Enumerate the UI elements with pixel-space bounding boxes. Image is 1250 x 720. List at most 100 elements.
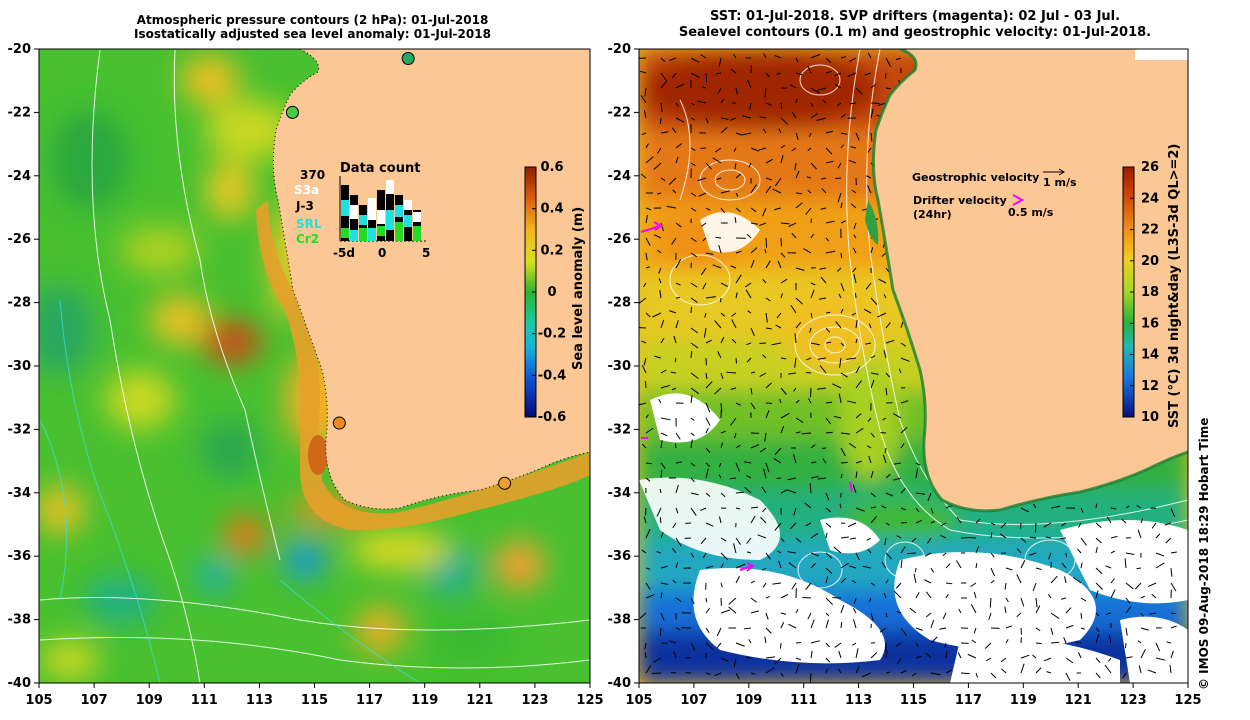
right-lon-tick: 119: [1010, 693, 1037, 708]
data-count-xtick-0: 0: [378, 246, 386, 260]
tide-gauge-marker: [401, 52, 415, 66]
left-lon-tick: 109: [136, 693, 163, 708]
right-lon-tick: 113: [845, 693, 872, 708]
left-coast-dots: [272, 49, 590, 510]
left-lon-tick: 117: [356, 693, 383, 708]
right-lon-tick: 121: [1065, 693, 1092, 708]
left-lon-axis: 105 107 109 111 113 115 117 119 121 123 125: [25, 683, 604, 708]
sla-colorbar-label: Sea level anomaly (m): [571, 207, 586, 370]
right-lat-tick: -30: [608, 359, 632, 374]
left-lat-tick: -32: [8, 422, 32, 437]
left-lat-tick: -38: [8, 613, 32, 628]
left-leeuwin-peak: [308, 435, 328, 475]
left-lon-tick: 123: [521, 693, 548, 708]
right-lat-tick: -40: [608, 676, 632, 691]
sla-colorbar-tick: 0.4: [540, 202, 563, 217]
sla-colorbar-tick: 0: [547, 285, 556, 300]
right-land: [873, 49, 1188, 511]
left-lat-tick: -22: [8, 105, 32, 120]
left-lon-tick: 115: [301, 693, 328, 708]
data-count-title: Data count: [340, 161, 420, 176]
sst-colorbar-tick: 22: [1141, 223, 1159, 238]
left-title: Atmospheric pressure contours (2 hPa): 0…: [40, 13, 585, 41]
data-count-xtick-neg5: -5d: [333, 246, 355, 260]
drifter-legend-label: Drifter velocity: [913, 194, 1007, 207]
tide-gauge-marker: [332, 416, 346, 430]
drifter-legend-period: (24hr): [913, 208, 952, 221]
geostrophic-vectors: [639, 52, 1177, 683]
right-coast-line: [871, 49, 1188, 513]
drifter-legend-arrow: [1012, 194, 1025, 206]
right-lat-tick: -28: [608, 296, 632, 311]
sst-colorbar-tick: 10: [1141, 410, 1159, 425]
drifter-arrow: [640, 221, 663, 233]
left-lon-tick: 119: [411, 693, 438, 708]
left-lat-tick: -30: [8, 359, 32, 374]
left-title-line1: Atmospheric pressure contours (2 hPa): 0…: [136, 13, 489, 27]
imos-credit: © IMOS 09-Aug-2018 18:29 Hobart Time: [1197, 418, 1211, 690]
right-lat-tick: -20: [608, 42, 632, 57]
left-lon-tick: 125: [576, 693, 603, 708]
data-count-legend-370: 370: [300, 168, 325, 182]
sst-colorbar-tick: 12: [1141, 379, 1159, 394]
left-lat-axis: -20 -22 -24 -26 -28 -30 -32 -34 -36 -38 -40: [8, 42, 39, 691]
data-count-legend-cr2: Cr2: [296, 232, 319, 246]
sst-colorbar-tick: 18: [1141, 285, 1159, 300]
right-land: [1135, 49, 1188, 60]
tide-gauge-marker: [285, 105, 299, 119]
velocity-legend: Geostrophic velocity 1 m/s Drifter veloc…: [912, 168, 1077, 221]
right-lat-tick: -24: [608, 169, 632, 184]
right-lon-tick: 123: [1120, 693, 1147, 708]
data-count-inset: Data count 370 S3a J-3 SRL Cr2 -5d 0 5: [294, 161, 430, 260]
left-lon-tick: 121: [466, 693, 493, 708]
data-count-legend-s3a: S3a: [294, 183, 319, 197]
right-lon-tick: 111: [790, 693, 817, 708]
tide-gauge-markers: [285, 52, 512, 490]
right-lat-tick: -34: [608, 486, 632, 501]
left-map: [39, 49, 590, 683]
data-count-legend-srl: SRL: [296, 217, 322, 231]
data-count-xtick-5: 5: [422, 246, 430, 260]
sst-colorbar-tick: 24: [1141, 191, 1159, 206]
right-map: [639, 49, 1188, 683]
right-lon-tick: 107: [680, 693, 707, 708]
right-lat-tick: -32: [608, 422, 632, 437]
shark-bay-coast: [865, 200, 879, 245]
tide-gauge-marker: [498, 476, 512, 490]
drifter-legend-scale: 0.5 m/s: [1008, 206, 1054, 219]
sst-colorbar-tick: 14: [1141, 348, 1159, 363]
left-title-line2: Isostatically adjusted sea level anomaly…: [134, 27, 491, 41]
geostrophic-legend-scale: 1 m/s: [1043, 176, 1077, 189]
data-count-bars: [341, 180, 421, 241]
left-lat-tick: -28: [8, 296, 32, 311]
left-lon-tick: 111: [191, 693, 218, 708]
left-lat-tick: -34: [8, 486, 32, 501]
geostrophic-legend-label: Geostrophic velocity: [912, 171, 1039, 184]
sst-colorbar: 26 24 22 20 18 16 14 12 10 SST (°C) 3d night&day…: [1122, 144, 1182, 428]
pressure-contours: [39, 49, 590, 683]
sst-colorbar-label: SST (°C) 3d night&day (L3S-3d QL>=2): [1167, 144, 1182, 428]
drifter-arrow: [849, 481, 853, 493]
right-lon-tick: 105: [625, 693, 652, 708]
sla-colorbar-tick: -0.6: [538, 410, 566, 425]
sst-colorbar-tick: 20: [1141, 254, 1159, 269]
right-title-line1: SST: 01-Jul-2018. SVP drifters (magenta)…: [709, 9, 1121, 24]
left-lat-tick: -36: [8, 549, 32, 564]
data-count-legend-j3: J-3: [295, 199, 314, 213]
sla-colorbar-tick: -0.2: [538, 327, 566, 342]
sla-colorbar-tick: -0.4: [538, 368, 566, 383]
right-lat-tick: -22: [608, 105, 632, 120]
left-lon-tick: 105: [25, 693, 52, 708]
sla-colorbar: 0.6 0.4 0.2 0 -0.2 -0.4 -0.6 Sea level anomaly…: [524, 160, 586, 425]
left-land: [273, 49, 590, 509]
right-lon-tick: 115: [900, 693, 927, 708]
sla-colorbar-tick: 0.2: [540, 243, 563, 258]
right-lat-tick: -26: [608, 232, 632, 247]
right-lon-axis: 105 107 109 111 113 115 117 119 121 123 125: [625, 683, 1202, 708]
left-lon-tick: 107: [81, 693, 108, 708]
cloud-mask: [639, 212, 1188, 683]
left-lat-tick: -26: [8, 232, 32, 247]
svp-drifters: [640, 221, 853, 571]
right-lat-tick: -36: [608, 549, 632, 564]
right-lat-tick: -38: [608, 613, 632, 628]
